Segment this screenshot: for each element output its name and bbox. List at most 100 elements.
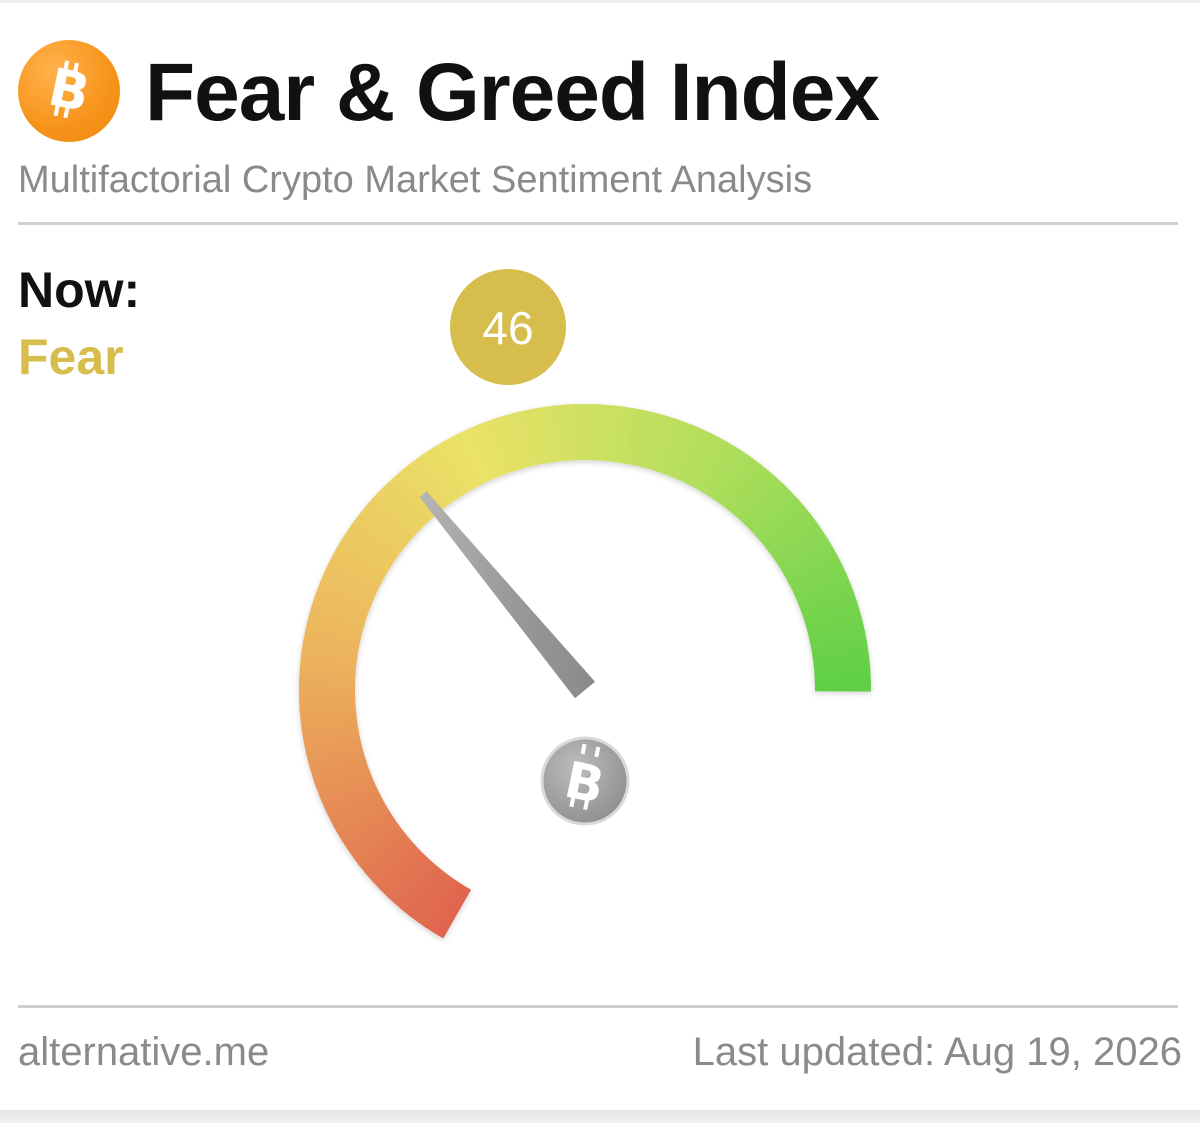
gauge-arc-segment — [449, 432, 486, 488]
gauge-arc-segment — [352, 824, 405, 868]
now-label: Now: — [18, 262, 141, 318]
gauge-arc-segment — [705, 446, 747, 500]
gauge-arc-segment — [719, 457, 763, 510]
gauge-arc-segment — [654, 417, 685, 475]
gauge-arc-segment — [691, 436, 730, 492]
gauge-arc-segment — [814, 678, 871, 692]
gauge-arc-segment — [485, 417, 516, 475]
gauge-arc-segment — [309, 600, 367, 628]
gauge-arc-segment — [331, 796, 387, 835]
gauge-arc-segment — [341, 810, 395, 852]
gauge-arc-segment — [533, 406, 555, 464]
gauge-arc-segment — [631, 409, 656, 468]
source-link[interactable]: alternative.me — [18, 1030, 270, 1074]
gauge-arc-segment — [805, 609, 863, 636]
gauge-arc-segment — [385, 476, 432, 526]
gauge-arc-segment — [514, 409, 539, 468]
gauge-arc-segment — [623, 408, 646, 466]
gauge-arc-segment — [378, 848, 427, 897]
gauge-arc-segment — [315, 581, 373, 613]
gauge-arc-segment — [364, 836, 415, 883]
gauge-arc-segment — [323, 782, 379, 817]
gauge-arc-segment — [392, 469, 439, 520]
gauge-arc-segment — [495, 414, 523, 472]
gauge-arc-segment — [309, 752, 367, 780]
gauge-arc-segment — [794, 572, 851, 605]
gauge-arc-segment — [800, 590, 858, 621]
needle-pointer — [419, 491, 596, 699]
gauge-arc-segment — [341, 528, 395, 570]
value-badge-circle — [450, 269, 566, 385]
gauge-arc — [298, 403, 871, 939]
gauge-arc-segment — [352, 512, 405, 556]
gauge-arc-segment — [319, 572, 376, 605]
needle-hub — [540, 736, 630, 826]
top-border — [0, 0, 1200, 3]
gauge-arc-segment — [476, 420, 508, 478]
gauge-arc-segment — [809, 629, 867, 652]
sentiment-gauge: B 46 — [298, 269, 871, 939]
gauge-arc-segment — [662, 420, 694, 478]
gauge-arc-segment — [712, 452, 755, 505]
gauge-arc-segment — [312, 759, 370, 790]
gauge-arc-segment — [467, 424, 500, 481]
gauge-arc-segment — [731, 469, 778, 520]
gauge-arc-segment — [407, 457, 451, 510]
gauge-arc-segment — [400, 865, 445, 917]
gauge-arc-segment — [347, 520, 400, 563]
gauge-arc-segment — [415, 875, 458, 928]
gauge-arc-segment — [364, 497, 415, 544]
gauge-arc-segment — [319, 775, 376, 808]
gauge-arc-segment — [779, 537, 834, 577]
value-badge: 46 — [450, 269, 566, 385]
gauge-arc-segment — [307, 744, 365, 771]
gauge-arc-segment — [738, 476, 785, 526]
gauge-arc-segment — [304, 619, 363, 644]
gauge-arc-segment — [755, 497, 806, 544]
gauge-arc-segment — [749, 490, 799, 537]
gauge-arc-segment — [647, 414, 675, 472]
gauge-arc-segment — [670, 424, 703, 481]
gauge-arc-segment — [698, 441, 738, 496]
gauge-arc-segment — [371, 490, 421, 537]
gauge-arc-segment — [811, 638, 869, 660]
gauge-arc-segment — [458, 428, 493, 484]
card-bottom-edge — [0, 1110, 1200, 1123]
gauge-arc-segment — [371, 843, 421, 890]
gauge-arc-segment — [347, 817, 400, 860]
gauge-arc-segment — [336, 537, 391, 577]
gauge-arc-segment — [684, 432, 721, 488]
bitcoin-logo-icon: B — [18, 40, 120, 142]
page-title: Fear & Greed Index — [145, 47, 880, 138]
gauge-arc-segment — [303, 728, 361, 751]
gauge-arc-segment — [307, 609, 365, 636]
gauge-arc-segment — [440, 436, 479, 492]
page-subtitle: Multifactorial Crypto Market Sentiment A… — [18, 159, 813, 201]
gauge-arc-segment — [304, 736, 363, 761]
gauge-arc-segment — [331, 545, 387, 584]
last-updated-text: Last updated: Aug 19, 2026 — [692, 1030, 1182, 1074]
gauge-arc-segment — [797, 581, 855, 613]
gauge-arc-segment — [504, 412, 531, 470]
gauge-arc-segment — [432, 884, 472, 939]
gauge-arc-segment — [323, 563, 379, 598]
gauge-arc-segment — [432, 441, 472, 496]
gauge-arc-segment — [423, 880, 465, 934]
gauge-hub-bitcoin-icon: B — [540, 736, 630, 826]
gauge-arc-segment — [303, 629, 361, 652]
gauge-arc-segment — [573, 403, 587, 461]
gauge-arc-segment — [725, 463, 770, 515]
gauge-arc-segment — [301, 720, 359, 742]
gauge-arc-segment — [760, 505, 812, 550]
gauge-arc-segment — [336, 803, 391, 843]
gauge-arc-segment — [791, 563, 847, 598]
gauge-arc-segment — [392, 860, 439, 911]
gauge-arc-segment — [807, 619, 866, 644]
gauge-arc-segment — [423, 446, 465, 500]
gauge-arc-segment — [312, 590, 370, 621]
gauge-arc-segment — [524, 408, 547, 466]
footer-divider — [18, 1005, 1178, 1008]
gauge-arc-segment — [787, 554, 843, 591]
gauge-needle — [419, 491, 596, 699]
